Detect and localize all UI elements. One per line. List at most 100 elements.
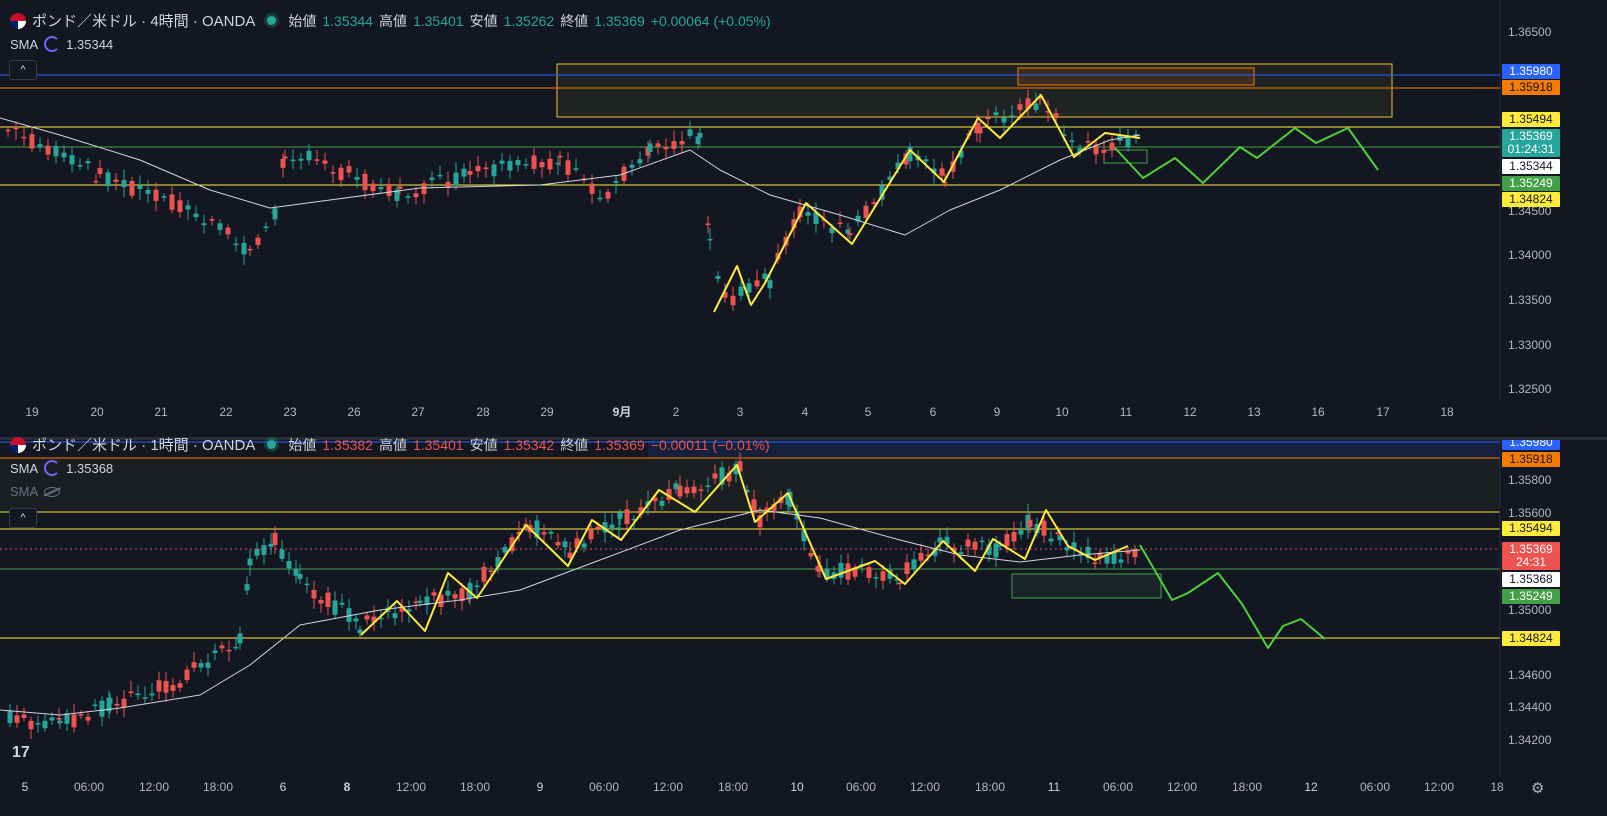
sma-hidden-indicator-legend[interactable]: SMA (10, 484, 61, 499)
candle-1h-candle (184, 669, 190, 680)
candle-1h-candle (325, 592, 331, 607)
candle-1h-candle (1097, 553, 1103, 558)
collapse-legend-button[interactable]: ^ (9, 60, 37, 80)
candle-1h-candle (534, 520, 540, 538)
gear-icon[interactable]: ⚙ (1531, 780, 1545, 797)
candle-1h-candle (417, 600, 423, 603)
time-axis-label: 27 (411, 405, 425, 419)
sma-label: SMA (10, 36, 39, 52)
sma-indicator-legend[interactable]: SMA 1.35344 (10, 36, 113, 52)
candle-4h-candle (45, 145, 51, 155)
candle-1h-candle (364, 615, 370, 620)
candle-1h-candle (346, 608, 352, 622)
candle-1h-candle (733, 463, 739, 475)
candle-1h-candle (1092, 562, 1098, 564)
candle-4h-candle (1117, 134, 1123, 141)
chart-canvas-4h[interactable]: 1.36500 1.34500 1.34000 1.33500 1.33000 1.325… (0, 0, 1607, 437)
sma-indicator-legend[interactable]: SMA 1.35368 (10, 460, 113, 476)
candle-4h-candle (597, 197, 603, 200)
candle-1h-candle (318, 599, 324, 604)
time-axis-label: 12:00 (910, 780, 940, 794)
candle-1h-candle (21, 714, 27, 718)
price-tag-label: 1.35918 (1509, 80, 1553, 94)
candle-4h-candle (974, 122, 980, 134)
candle-4h-candle (475, 165, 481, 172)
candle-1h-candle (452, 594, 458, 599)
candle-1h-candle (57, 720, 63, 724)
price-tag (1502, 555, 1560, 570)
price-tag (1502, 142, 1560, 157)
candle-1h-candle (467, 583, 473, 598)
candle-4h-candle (161, 196, 167, 198)
time-axis-label: 28 (476, 405, 490, 419)
tradingview-logo[interactable]: 17 (12, 744, 30, 761)
time-axis-label: 9 (994, 405, 1001, 419)
time-axis-label: 06:00 (1103, 780, 1133, 794)
candle-1h-candle (972, 541, 978, 550)
candle-4h-candle (209, 219, 215, 221)
time-axis-label: 8 (344, 780, 351, 794)
candle-4h-candle (762, 273, 768, 279)
candle-1h-candle (121, 698, 127, 708)
symbol-title[interactable]: ポンド／米ドル · 4時間 · OANDA (32, 13, 256, 30)
chart-pane-1h[interactable]: 1.35800 1.35600 1.35000 1.34600 1.34400 1.342… (0, 440, 1607, 816)
candle-1h-candle (979, 540, 985, 543)
change-value: +0.00064 (+0.05%) (650, 12, 771, 29)
sma-value: 1.35368 (66, 460, 114, 476)
candle-1h-candle (339, 602, 345, 605)
candle-1h-candle (691, 486, 697, 494)
price-axis-label: 1.34200 (1508, 733, 1552, 747)
price-tag (1502, 159, 1560, 174)
chart-pane-4h[interactable]: 1.36500 1.34500 1.34000 1.33500 1.33000 1.325… (0, 0, 1607, 437)
candle-1h-candle (712, 473, 718, 479)
candle-4h-candle (113, 179, 119, 182)
candle-4h-candle (290, 159, 296, 162)
candle-4h-candle (69, 155, 75, 165)
candle-1h-candle (254, 548, 260, 556)
price-axis-label: 1.36500 (1508, 25, 1552, 39)
candle-1h-candle (937, 537, 943, 543)
time-axis-label: 10 (1055, 405, 1069, 419)
candle-4h-candle (1093, 144, 1099, 155)
pane-divider[interactable] (0, 437, 1607, 440)
candle-1h-candle (135, 693, 141, 696)
candle-1h-candle (332, 600, 338, 615)
collapse-legend-button[interactable]: ^ (9, 508, 37, 528)
candle-1h-candle (897, 582, 903, 585)
candle-4h-candle (695, 136, 701, 144)
time-axis-label: 10 (790, 780, 804, 794)
candle-4h-candle (813, 212, 819, 224)
low-value: 1.35262 (503, 12, 555, 29)
chart-canvas-1h[interactable]: 1.35800 1.35600 1.35000 1.34600 1.34400 1.342… (0, 440, 1607, 816)
candle-4h-candle (282, 156, 288, 159)
candle-1h-candle (149, 693, 155, 696)
time-axis-label: 18 (1490, 780, 1504, 794)
candle-1h-candle (516, 531, 522, 535)
candle-1h-candle (304, 583, 310, 586)
price-tag (1502, 176, 1560, 191)
candle-4h-candle (346, 166, 352, 173)
candle-1h-candle (993, 543, 999, 558)
candle-4h-candle (539, 162, 545, 168)
candle-4h-candle (429, 177, 435, 180)
candle-4h-candle (145, 189, 151, 194)
legend-4h: ポンド／米ドル · 4時間 · OANDA 始値 1.35344 高値 1.3540… (10, 10, 771, 31)
candle-1h-candle (852, 567, 858, 577)
candle-1h-candle (445, 590, 451, 596)
candle-4h-candle (1033, 103, 1039, 110)
candle-1h-candle (1071, 542, 1077, 550)
candle-1h-candle (1111, 551, 1117, 564)
candle-1h-candle (64, 713, 70, 724)
candle-4h-candle (483, 167, 489, 169)
candle-4h-candle (707, 238, 713, 241)
candle-1h-candle (163, 680, 169, 693)
price-tag-label: 1.35369 (1509, 129, 1553, 143)
inner-zone (1017, 67, 1255, 86)
loading-icon (44, 36, 61, 52)
time-axis-label: 06:00 (74, 780, 104, 794)
eye-hidden-icon[interactable] (44, 486, 61, 497)
candle-4h-candle (247, 248, 253, 251)
candle-4h-candle (977, 126, 983, 134)
symbol-title[interactable]: ポンド／米ドル · 1時間 · OANDA (32, 437, 256, 454)
price-tag-label: 1.35344 (1509, 159, 1553, 173)
